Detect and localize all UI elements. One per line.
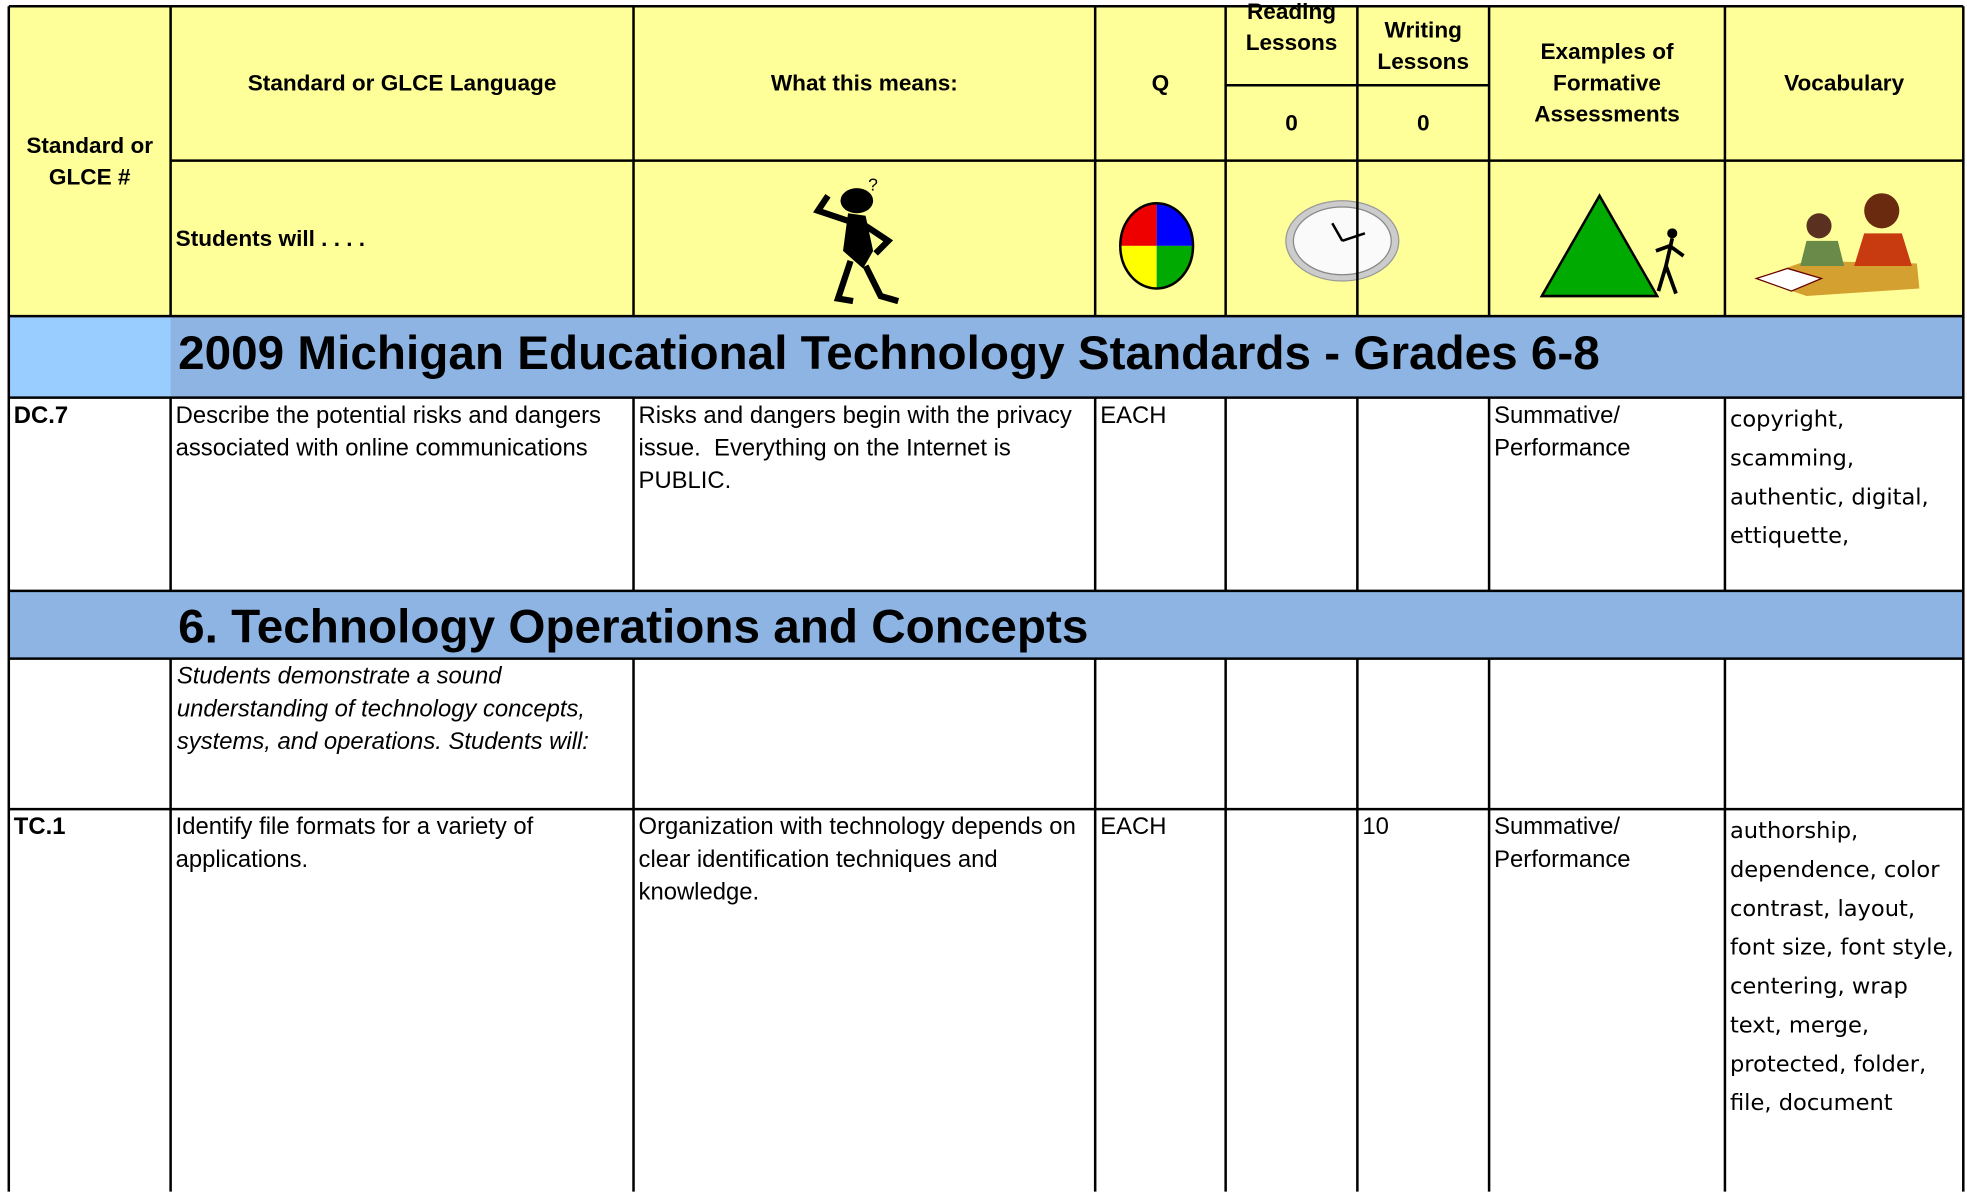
- svg-text:?: ?: [868, 175, 878, 195]
- header-cell: Writing Lessons: [1377, 16, 1470, 74]
- band-bg: [8, 590, 1964, 659]
- vocabulary-cell: copyright, scamming, authentic, digital,…: [1729, 406, 1936, 550]
- examples-cell: Summative/ Performance: [1494, 814, 1631, 874]
- code-cell: DC.7: [13, 402, 69, 430]
- section-title: 6. Technology Operations and Concepts: [178, 600, 1089, 654]
- means-cell: Organization with technology depends on …: [638, 814, 1083, 906]
- band-bg: [8, 316, 1964, 398]
- header-cell: Standard or GLCE #: [26, 132, 160, 189]
- header-cell: Standard or GLCE Language: [247, 70, 557, 96]
- header-cell: Examples of Formative Assessments: [1534, 38, 1680, 127]
- header-cell: 0: [1416, 109, 1430, 135]
- means-cell: Risks and dangers begin with the privacy…: [638, 402, 1079, 495]
- quadrant-icon: [1119, 201, 1195, 290]
- header-cell: Q: [1151, 70, 1170, 96]
- vocabulary-cell: authorship, dependence, color contrast, …: [1729, 817, 1961, 1117]
- clock-icon: [1285, 200, 1400, 282]
- band-cell: [8, 316, 171, 398]
- standard-cell: Describe the potential risks and dangers…: [175, 402, 608, 462]
- header-cell: What this means:: [770, 70, 958, 96]
- header-cell: Vocabulary: [1784, 70, 1905, 96]
- section-intro: Students demonstrate a sound understandi…: [176, 663, 592, 756]
- triangle-icon: [1539, 193, 1685, 298]
- writing-cell: 10: [1362, 814, 1389, 841]
- q-cell: EACH: [1100, 814, 1167, 841]
- header-cell: Students will . . . .: [175, 225, 366, 251]
- thinker-icon: ?: [813, 175, 900, 305]
- examples-cell: Summative/ Performance: [1494, 402, 1631, 462]
- grid: [7, 5, 1965, 1192]
- readers-icon: [1754, 193, 1920, 297]
- q-cell: EACH: [1100, 402, 1167, 430]
- header-cell: 0: [1285, 109, 1298, 135]
- code-cell: TC.1: [13, 814, 66, 841]
- standard-cell: Identify file formats for a variety of a…: [175, 814, 540, 874]
- section-title: 2009 Michigan Educational Technology Sta…: [178, 327, 1600, 381]
- header-cell: Reading Lessons: [1245, 0, 1343, 55]
